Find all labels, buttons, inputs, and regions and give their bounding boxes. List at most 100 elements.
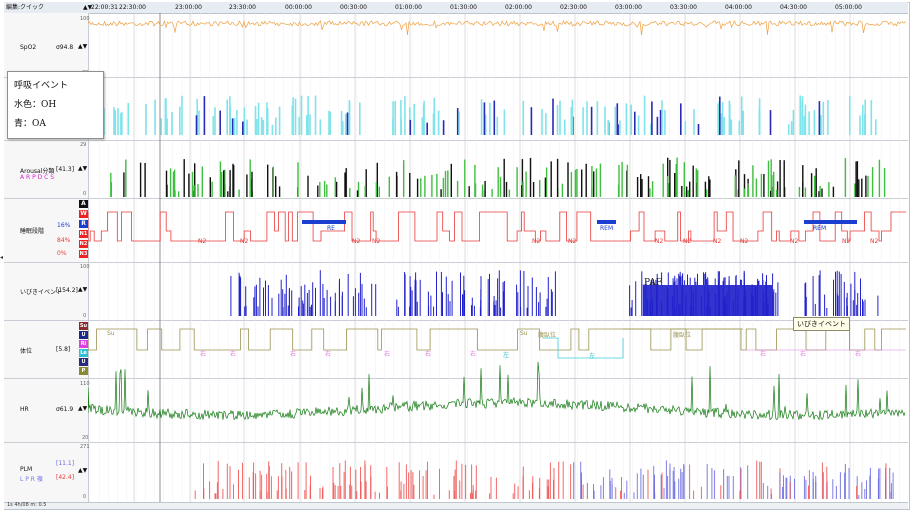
stage-text-n2: N2 (842, 238, 851, 245)
resp-event-bar (625, 103, 628, 135)
arousal-bar (556, 158, 559, 197)
snore-event-bar (302, 300, 304, 316)
stage-text-n2: N2 (352, 238, 361, 245)
plm-event-bar (216, 482, 218, 499)
arousal-bar (539, 180, 541, 197)
resp-event-bar (256, 118, 258, 135)
snore-arrows-icon[interactable]: ▲▼ (78, 286, 88, 293)
position-text-right: 右 (470, 351, 477, 358)
stage-text-rem: REM (600, 225, 614, 232)
resp-event-bar (607, 119, 609, 135)
plm-arrows-icon[interactable]: ▲▼ (78, 467, 88, 474)
plm-event-bar (747, 465, 749, 499)
plm-value-1: [11.1] (56, 460, 75, 467)
arousal-bar (599, 163, 602, 197)
snore-event-bar (706, 279, 708, 285)
snore-event-bar (674, 280, 676, 285)
resp-event-bar (552, 98, 554, 135)
arousal-bar (570, 172, 573, 197)
snore-event-bar (703, 272, 704, 285)
resp-event-bar (719, 96, 721, 135)
hr-arrows-icon[interactable]: ▲▼ (78, 405, 88, 412)
arousal-bar (219, 161, 222, 197)
plm-event-bar (856, 485, 858, 499)
resp-event-bar (262, 119, 265, 135)
spo2-arrows-icon[interactable]: ▲▼ (78, 43, 88, 50)
position-box-p: P (79, 367, 88, 375)
resp-event-bar (114, 110, 117, 135)
position-label: 体位 (20, 348, 33, 355)
plm-event-bar (217, 461, 219, 499)
plm-event-bar (653, 465, 655, 499)
snore-event-bar (255, 284, 257, 316)
resp-event-bar (145, 104, 147, 135)
resp-event-bar (820, 115, 822, 135)
plm-label: PLM (20, 466, 33, 473)
plm-event-bar (268, 461, 270, 499)
resp-event-bar (875, 119, 877, 135)
arousal-scale-bottom: 0 (83, 191, 87, 197)
plm-event-bar (759, 461, 761, 499)
stage-label: 睡眠段階 (20, 228, 45, 235)
arousal-arrows-icon[interactable]: ▲▼ (78, 165, 88, 172)
spo2-label: SpO2 (20, 44, 37, 51)
arousal-bar (450, 163, 452, 197)
plm-event-bar (266, 492, 268, 499)
snore-event-bar (864, 299, 866, 316)
plm-event-bar (268, 465, 270, 499)
arousal-bar (229, 170, 231, 197)
snore-event-bar (840, 273, 842, 316)
resp-event-bar (586, 101, 588, 135)
snore-event-bar (862, 299, 863, 316)
arousal-bar (626, 164, 629, 197)
collapse-arrow-icon[interactable]: ◂ (0, 254, 4, 261)
arousal-bar (767, 160, 770, 197)
snore-value: [154.2] (56, 287, 78, 294)
snore-event-bar (854, 271, 856, 316)
arousal-bar (123, 172, 125, 197)
signal-plot-area[interactable] (88, 13, 906, 502)
resp-event-bar (342, 121, 344, 135)
arousal-bar (734, 175, 736, 197)
plm-event-bar (425, 470, 427, 499)
plm-event-bar (866, 480, 867, 499)
plm-event-bar (343, 471, 345, 499)
arousal-bar (323, 180, 326, 197)
snore-event-bar (497, 278, 499, 316)
plm-event-bar (410, 470, 412, 499)
snore-dense-block (643, 285, 773, 316)
snore-event-bar (487, 279, 489, 316)
snore-event-bar (414, 279, 416, 316)
plm-legend: L P R 複 (20, 476, 43, 483)
resp-event-bar (730, 119, 733, 135)
snore-event-bar (244, 306, 246, 316)
plm-event-bar (512, 493, 514, 499)
snore-event-bar (775, 292, 777, 316)
snore-event-bar (805, 296, 807, 316)
snore-event-bar (743, 280, 745, 285)
resp-event-bar (862, 105, 864, 135)
snore-event-bar (230, 275, 232, 316)
arousal-bar (326, 184, 328, 197)
plm-event-bar (339, 463, 341, 499)
arousal-bar (249, 159, 251, 197)
position-text-right: 右 (230, 351, 237, 358)
edit-mode-label[interactable]: 編集:クイック (6, 4, 45, 11)
arousal-bar (771, 175, 773, 197)
arousal-bar (815, 168, 817, 197)
plm-event-bar (229, 466, 231, 499)
arousal-bar (227, 191, 229, 197)
scroll-arrows-icon[interactable]: ▲▼ (83, 4, 93, 11)
snore-event-bar (245, 305, 247, 316)
snore-event-bar (308, 289, 310, 316)
arousal-bar (687, 190, 689, 197)
snore-event-bar (352, 296, 354, 316)
plm-event-bar (620, 490, 621, 499)
plm-event-bar (344, 460, 346, 499)
arousal-bar (505, 181, 508, 197)
resp-event-bar (254, 106, 257, 135)
popup-title: 呼吸イベント (14, 81, 69, 91)
plm-event-bar (756, 460, 758, 499)
plm-event-bar (581, 472, 582, 499)
snore-event-bar (449, 301, 451, 316)
